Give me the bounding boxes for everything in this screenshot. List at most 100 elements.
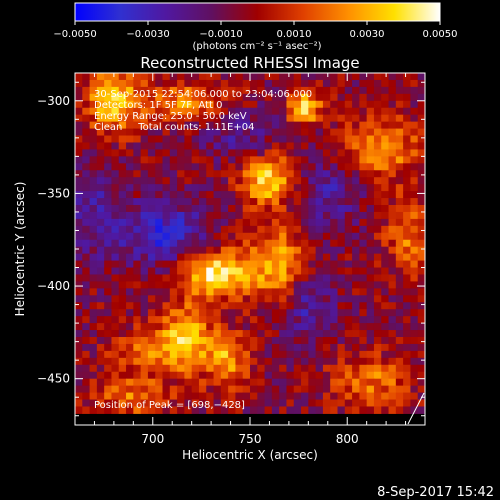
heatmap-cell (330, 114, 338, 123)
heatmap-cell (140, 323, 149, 331)
heatmap-cell (198, 302, 207, 310)
heatmap-cell (184, 323, 193, 331)
heatmap-cell (381, 184, 390, 192)
heatmap-cell (220, 218, 229, 227)
heatmap-cell (388, 170, 397, 178)
heatmap-cell (162, 86, 171, 95)
heatmap-cell (96, 288, 105, 296)
heatmap-cell (213, 170, 222, 178)
heatmap-cell (250, 100, 258, 109)
heatmap-cell (352, 170, 360, 178)
heatmap-cell (301, 79, 309, 88)
heatmap-cell (308, 73, 317, 81)
heatmap-cell (257, 364, 266, 373)
colorbar (74, 2, 441, 22)
heatmap-cell (198, 260, 207, 269)
heatmap-cell (198, 253, 207, 262)
heatmap-cell (133, 295, 142, 303)
heatmap-cell (104, 399, 112, 407)
heatmap-cell (213, 288, 222, 296)
heatmap-cell (359, 281, 368, 289)
heatmap-cell (344, 406, 353, 414)
heatmap-cell (344, 128, 353, 137)
heatmap-cell (140, 128, 149, 137)
heatmap-cell (264, 406, 273, 414)
heatmap-cell (388, 364, 397, 373)
heatmap-cell (366, 79, 375, 88)
heatmap-cell (250, 128, 258, 137)
heatmap-cell (381, 330, 390, 338)
heatmap-cell (177, 232, 185, 241)
heatmap-cell (133, 350, 142, 359)
heatmap-cell (82, 184, 91, 192)
heatmap-cell (366, 302, 375, 310)
heatmap-cell (359, 406, 368, 414)
heatmap-cell (352, 302, 360, 310)
heatmap-cell (330, 163, 338, 171)
heatmap-cell (111, 225, 120, 234)
heatmap-cell (388, 323, 397, 331)
heatmap-cell (344, 260, 353, 269)
heatmap-cell (82, 323, 91, 331)
heatmap-cell (104, 274, 112, 282)
heatmap-cell (111, 385, 120, 394)
heatmap-cell (75, 142, 83, 150)
heatmap-cell (395, 246, 404, 255)
heatmap-cell (213, 330, 222, 338)
heatmap-cell (220, 86, 229, 95)
heatmap-cell (228, 399, 236, 407)
heatmap-cell (271, 385, 280, 394)
heatmap-cell (403, 385, 411, 394)
heatmap-cell (286, 246, 295, 255)
heatmap-cell (191, 392, 200, 401)
heatmap-cell (242, 86, 251, 95)
heatmap-cell (206, 260, 215, 269)
heatmap-cell (337, 260, 346, 269)
heatmap-cell (96, 128, 105, 137)
heatmap-cell (366, 323, 375, 331)
heatmap-cell (147, 128, 156, 137)
heatmap-cell (366, 253, 375, 262)
heatmap-cell (359, 378, 368, 387)
heatmap-cell (111, 218, 120, 227)
heatmap-cell (315, 86, 324, 95)
heatmap-cell (257, 267, 266, 275)
heatmap-cell (89, 371, 98, 380)
heatmap-cell (162, 170, 171, 178)
heatmap-cell (410, 246, 419, 255)
heatmap-cell (162, 302, 171, 310)
heatmap-cell (337, 86, 346, 95)
heatmap-cell (140, 288, 149, 296)
heatmap-cell (322, 149, 331, 157)
heatmap-cell (366, 177, 375, 185)
heatmap-cell (75, 288, 83, 296)
heatmap-cell (271, 239, 280, 248)
heatmap-cell (271, 142, 280, 150)
heatmap-cell (271, 350, 280, 359)
heatmap-cell (352, 128, 360, 137)
heatmap-cell (366, 225, 375, 234)
heatmap-cell (315, 163, 324, 171)
heatmap-cell (322, 142, 331, 150)
heatmap-cell (155, 295, 163, 303)
heatmap-cell (264, 79, 273, 88)
heatmap-cell (82, 399, 91, 407)
heatmap-cell (89, 225, 98, 234)
heatmap-cell (242, 128, 251, 137)
heatmap-cell (403, 163, 411, 171)
heatmap-cell (89, 316, 98, 324)
heatmap-cell (155, 357, 163, 366)
heatmap-cell (235, 288, 244, 296)
heatmap-cell (133, 121, 142, 130)
heatmap-cell (147, 114, 156, 123)
heatmap-cell (206, 149, 215, 157)
heatmap-cell (322, 107, 331, 116)
heatmap-cell (96, 86, 105, 95)
heatmap-cell (126, 177, 134, 185)
heatmap-cell (191, 385, 200, 394)
heatmap-cell (337, 253, 346, 262)
heatmap-cell (337, 385, 346, 394)
heatmap-cell (344, 357, 353, 366)
heatmap-cell (308, 302, 317, 310)
